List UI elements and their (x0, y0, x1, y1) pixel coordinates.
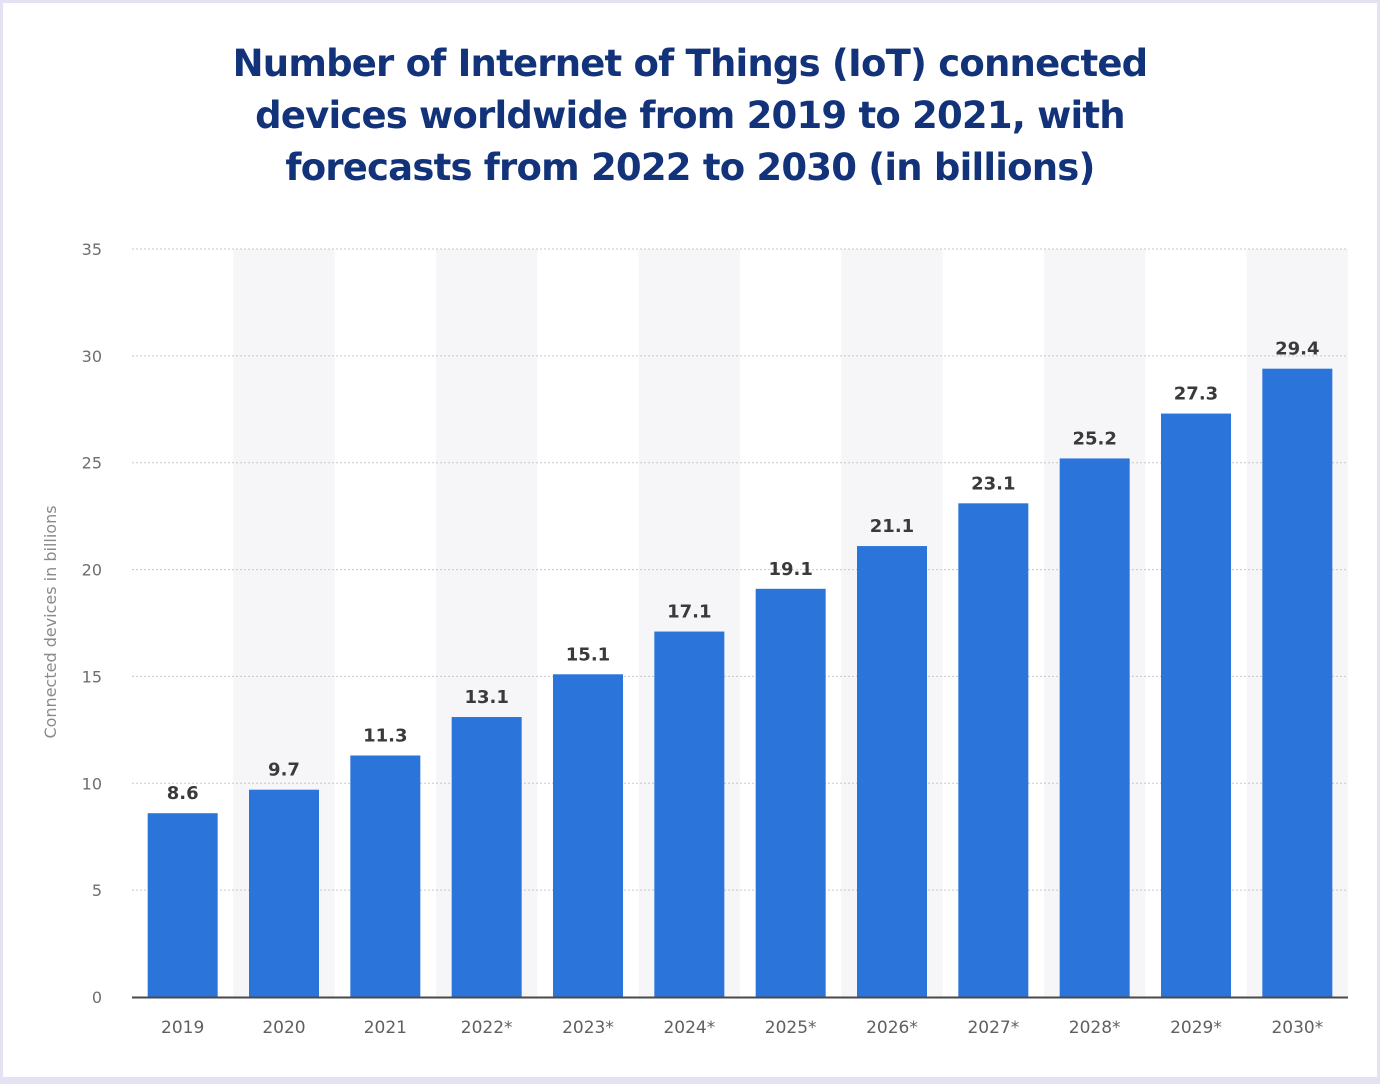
value-label: 17.1 (667, 602, 711, 623)
y-axis-ticks: 0 5 10 15 20 25 30 35 (82, 240, 102, 1007)
value-label: 9.7 (268, 760, 300, 781)
y-tick-label: 15 (82, 667, 102, 686)
x-axis-labels: 2019 2020 2021 2022* 2023* 2024* 2025* 2026* 202… (161, 1018, 1323, 1038)
bars (147, 368, 1333, 997)
bar (350, 755, 421, 997)
x-tick-label: 2030* (1271, 1018, 1323, 1038)
bar (147, 813, 218, 997)
value-label: 27.3 (1174, 384, 1218, 405)
bar (755, 588, 826, 997)
value-label: 21.1 (870, 516, 914, 537)
y-tick-label: 35 (82, 240, 102, 259)
x-tick-label: 2029* (1170, 1018, 1222, 1038)
value-label: 13.1 (464, 687, 508, 708)
x-tick-label: 2027* (967, 1018, 1019, 1038)
bar (249, 789, 319, 997)
value-labels: 8.6 9.7 11.3 13.1 15.1 17.1 19.1 21.1 23.1 25.2 27… (167, 339, 1320, 805)
x-tick-label: 2021 (364, 1018, 407, 1038)
bar (1059, 458, 1130, 997)
x-tick-label: 2023* (562, 1018, 614, 1038)
value-label: 19.1 (768, 559, 812, 580)
value-label: 11.3 (363, 726, 407, 747)
x-tick-label: 2020 (262, 1018, 305, 1038)
gridlines (132, 248, 1348, 891)
x-tick-label: 2025* (765, 1018, 817, 1038)
y-tick-label: 10 (82, 774, 102, 793)
value-label: 29.4 (1275, 339, 1319, 360)
bar (1161, 413, 1231, 997)
y-axis-title: Connected devices in billions (41, 505, 60, 738)
x-tick-label: 2024* (663, 1018, 715, 1038)
x-tick-label: 2026* (866, 1018, 918, 1038)
value-label: 25.2 (1072, 428, 1116, 449)
chart-title-line-1: Number of Internet of Things (IoT) conne… (232, 42, 1149, 85)
chart-title: Number of Internet of Things (IoT) conne… (0, 38, 1380, 194)
bar (1262, 368, 1333, 997)
y-tick-label: 20 (82, 561, 102, 580)
chart-title-line-2: devices worldwide from 2019 to 2021, wit… (255, 94, 1126, 137)
value-label: 23.1 (971, 473, 1015, 494)
bar (958, 503, 1029, 997)
bar (654, 631, 725, 997)
bar (857, 546, 927, 997)
bar (451, 717, 522, 997)
y-tick-label: 0 (92, 988, 102, 1007)
y-tick-label: 25 (82, 454, 102, 473)
value-label: 15.1 (566, 644, 610, 665)
chart-title-line-3: forecasts from 2022 to 2030 (in billions… (285, 146, 1095, 189)
bar (553, 674, 623, 997)
y-tick-label: 30 (82, 347, 102, 366)
x-tick-label: 2028* (1069, 1018, 1121, 1038)
x-tick-label: 2019 (161, 1018, 204, 1038)
value-label: 8.6 (167, 783, 199, 804)
x-tick-label: 2022* (461, 1018, 513, 1038)
y-tick-label: 5 (92, 881, 102, 900)
